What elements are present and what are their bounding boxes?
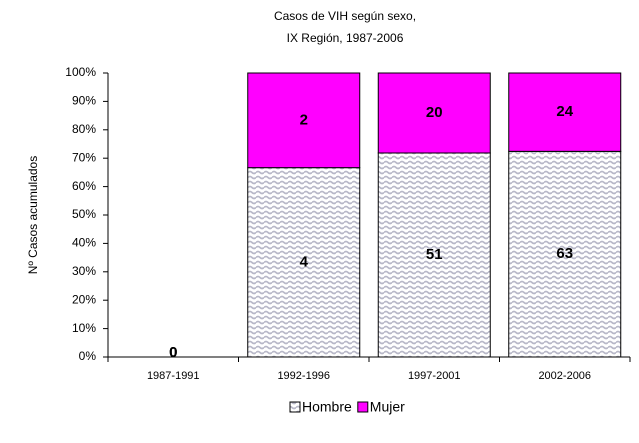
data-label: 0	[169, 344, 177, 361]
chart-title: Casos de VIH según sexo,	[274, 9, 416, 23]
y-tick-label: 10%	[72, 321, 96, 335]
y-tick-label: 50%	[72, 207, 96, 221]
x-tick-label: 1997-2001	[408, 370, 461, 382]
bar-segment	[508, 72, 622, 152]
y-tick-label: 30%	[72, 264, 96, 278]
y-tick-label: 60%	[72, 179, 96, 193]
y-tick-label: 100%	[65, 65, 96, 79]
y-tick-label: 80%	[72, 122, 96, 136]
legend-swatch	[289, 401, 301, 413]
y-tick-label: 90%	[72, 94, 96, 108]
bar-segment	[247, 72, 361, 169]
bar-segment	[247, 167, 361, 358]
legend-label: Mujer	[370, 399, 405, 415]
chart-title: IX Región, 1987-2006	[287, 31, 404, 45]
x-tick-label: 1987-1991	[147, 370, 200, 382]
data-label: 63	[556, 245, 573, 262]
y-axis-label: Nº Casos acumulados	[26, 156, 40, 274]
legend-label: Hombre	[302, 399, 352, 415]
y-tick-label: 70%	[72, 150, 96, 164]
y-tick-label: 40%	[72, 236, 96, 250]
bar-segment	[508, 150, 622, 358]
bar-segment	[377, 152, 491, 358]
y-tick-label: 0%	[79, 349, 97, 363]
data-label: 20	[426, 104, 443, 121]
x-tick-label: 1992-1996	[277, 370, 330, 382]
y-tick-label: 20%	[72, 292, 96, 306]
data-label: 24	[556, 103, 573, 120]
bar-segment	[377, 72, 491, 154]
x-tick-label: 2002-2006	[538, 370, 591, 382]
data-label: 4	[300, 253, 309, 270]
data-label: 0	[169, 344, 177, 361]
legend-swatch	[357, 401, 369, 413]
data-label: 51	[426, 246, 443, 263]
data-label: 2	[300, 111, 308, 128]
